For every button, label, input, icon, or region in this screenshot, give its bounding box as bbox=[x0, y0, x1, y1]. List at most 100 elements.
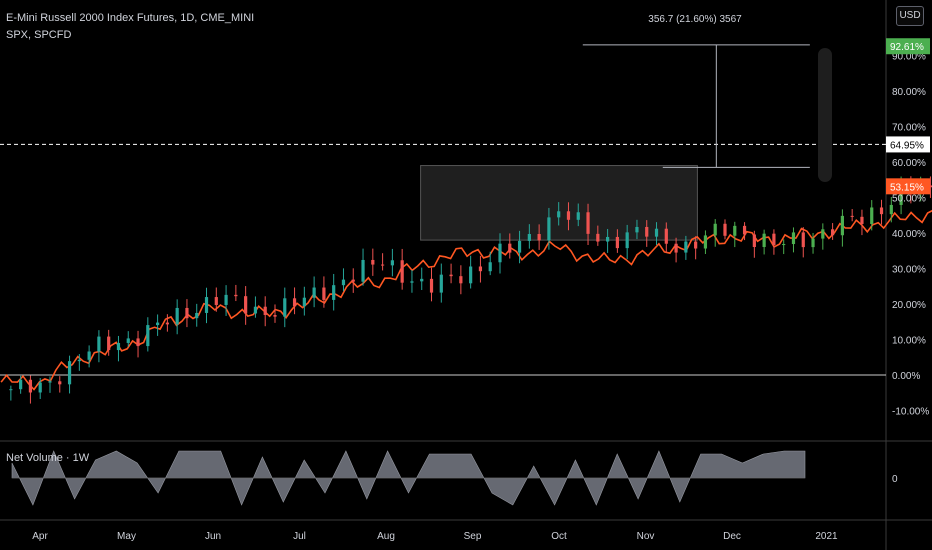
spx-compare-line bbox=[0, 209, 932, 391]
candle-body bbox=[654, 228, 659, 237]
candle-body bbox=[674, 243, 678, 253]
candle-body bbox=[791, 232, 796, 245]
candle-body bbox=[478, 266, 483, 272]
candle-body bbox=[831, 229, 835, 236]
x-tick-label: Apr bbox=[32, 531, 48, 542]
candle-body bbox=[77, 359, 81, 362]
x-tick-label: Jun bbox=[205, 531, 221, 542]
candle-body bbox=[224, 294, 228, 305]
candle-body bbox=[58, 381, 62, 385]
currency-button[interactable]: USD bbox=[896, 6, 924, 26]
candle-body bbox=[459, 276, 463, 284]
level-price-label: 64.95% bbox=[890, 140, 924, 151]
candle-body bbox=[439, 274, 443, 293]
candle-body bbox=[165, 322, 169, 325]
candle-body bbox=[273, 315, 277, 317]
candle-body bbox=[664, 228, 668, 244]
candle-body bbox=[527, 234, 531, 241]
main-symbol-legend[interactable]: E-Mini Russell 2000 Index Futures, 1D, C… bbox=[6, 12, 255, 24]
candle-body bbox=[116, 342, 121, 351]
candle-body bbox=[772, 233, 776, 245]
candle-body bbox=[694, 241, 698, 249]
candle-body bbox=[292, 298, 297, 307]
candle-body bbox=[146, 325, 150, 347]
y-tick-label: 0.00% bbox=[892, 371, 920, 382]
main-last-price-label: 92.61% bbox=[890, 42, 924, 53]
compare-symbol-legend[interactable]: SPX, SPCFD bbox=[6, 29, 72, 41]
candle-body bbox=[752, 234, 756, 247]
x-tick-label: Dec bbox=[723, 531, 741, 542]
candle-body bbox=[312, 287, 316, 298]
x-tick-label: Nov bbox=[637, 531, 655, 542]
candle-body bbox=[811, 238, 815, 248]
candle-body bbox=[860, 216, 864, 224]
y-tick-label: 70.00% bbox=[892, 123, 926, 134]
candle-body bbox=[341, 279, 346, 286]
candle-body bbox=[782, 244, 786, 246]
y-tick-label: 40.00% bbox=[892, 229, 926, 240]
candle-body bbox=[703, 235, 708, 249]
x-tick-label: Sep bbox=[464, 531, 482, 542]
candle-body bbox=[508, 243, 512, 253]
candle-body bbox=[547, 217, 551, 241]
main-last-price-label-bg bbox=[886, 38, 930, 55]
candle-body bbox=[576, 212, 580, 220]
candle-body bbox=[713, 223, 717, 236]
compare-last-price-label-bg bbox=[886, 178, 930, 195]
candle-body bbox=[155, 322, 160, 326]
x-tick-label: Jul bbox=[293, 531, 306, 542]
candle-body bbox=[899, 184, 903, 205]
y-tick-label: -10.00% bbox=[892, 407, 929, 418]
candle-body bbox=[302, 297, 306, 307]
candle-body bbox=[488, 262, 492, 272]
candle-body bbox=[28, 379, 33, 393]
auto-scale-handle bbox=[818, 48, 832, 182]
candle-body bbox=[429, 278, 434, 293]
y-tick-label: 90.00% bbox=[892, 52, 926, 63]
candle-body bbox=[390, 260, 394, 266]
x-tick-label: 2021 bbox=[815, 531, 838, 542]
candle-body bbox=[87, 351, 91, 360]
candle-body bbox=[801, 232, 805, 248]
candle-body bbox=[371, 259, 375, 265]
candle-body bbox=[9, 389, 13, 391]
candle-body bbox=[107, 336, 111, 351]
candle-body bbox=[322, 287, 326, 300]
candle-body bbox=[723, 223, 727, 236]
level-price-label-bg bbox=[886, 136, 930, 153]
candle-body bbox=[420, 278, 424, 282]
candle-body bbox=[381, 264, 385, 266]
y-tick-label: 50.00% bbox=[892, 194, 926, 205]
x-tick-label: Aug bbox=[377, 531, 395, 542]
candle-body bbox=[351, 279, 355, 282]
volume-zero-label: 0 bbox=[892, 474, 898, 485]
y-tick-label: 10.00% bbox=[892, 336, 926, 347]
candle-body bbox=[625, 232, 629, 249]
volume-pane-title[interactable]: Net Volume · 1W bbox=[6, 452, 90, 464]
candle-body bbox=[586, 212, 590, 234]
candle-body bbox=[615, 236, 619, 249]
candle-body bbox=[19, 379, 23, 390]
y-tick-label: 80.00% bbox=[892, 87, 926, 98]
candle-body bbox=[97, 336, 101, 352]
candle-body bbox=[332, 285, 336, 300]
candle-body bbox=[635, 226, 639, 233]
candle-body bbox=[742, 225, 747, 235]
candle-body bbox=[821, 229, 825, 239]
candle-body bbox=[195, 312, 199, 319]
candle-body bbox=[400, 260, 404, 283]
candle-body bbox=[175, 307, 179, 325]
candle-body bbox=[204, 297, 209, 313]
candle-body bbox=[557, 211, 561, 218]
candle-body bbox=[214, 297, 218, 305]
compare-last-price-label: 53.15% bbox=[890, 182, 924, 193]
candle-body bbox=[253, 306, 258, 314]
candle-body bbox=[596, 233, 600, 242]
candle-body bbox=[263, 306, 267, 316]
candle-body bbox=[38, 382, 42, 393]
candle-body bbox=[850, 215, 854, 217]
candle-body bbox=[517, 240, 522, 253]
x-tick-label: May bbox=[117, 531, 136, 542]
candle-body bbox=[840, 215, 844, 236]
